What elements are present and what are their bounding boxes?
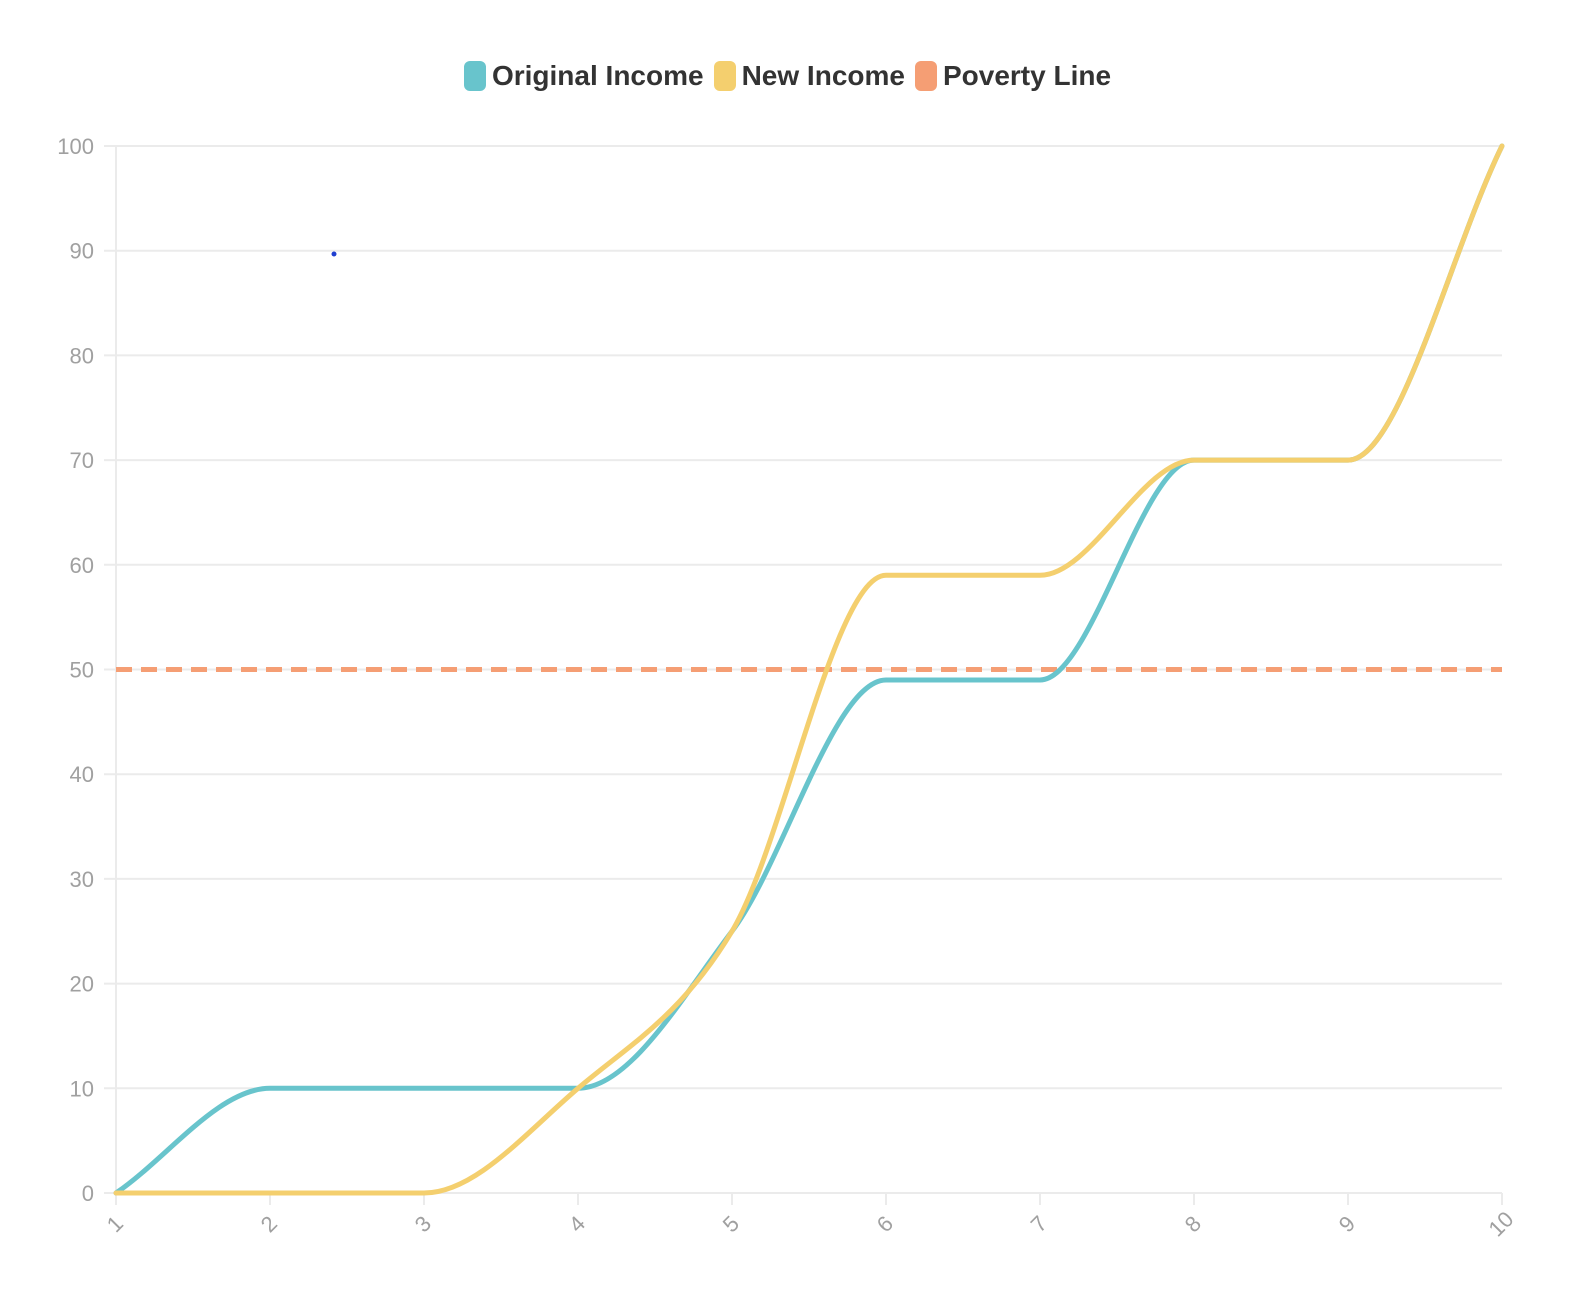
legend-swatch xyxy=(463,61,486,91)
legend: Original Income New Income Poverty Line xyxy=(0,60,1575,92)
x-tick-label: 2 xyxy=(256,1211,282,1237)
new-income-line xyxy=(113,143,1505,1196)
y-tick-label: 0 xyxy=(82,1181,94,1206)
y-tick-label: 50 xyxy=(70,658,94,683)
y-tick-label: 20 xyxy=(70,972,94,997)
y-tick-label: 90 xyxy=(70,239,94,264)
x-tick-label: 8 xyxy=(1180,1211,1206,1237)
legend-item[interactable]: Poverty Line xyxy=(914,60,1112,92)
x-tick-label: 9 xyxy=(1334,1211,1360,1237)
x-tick-label: 4 xyxy=(564,1211,590,1237)
x-tick-label: 5 xyxy=(718,1211,744,1237)
legend-item[interactable]: Original Income xyxy=(463,60,704,92)
x-tick-label: 7 xyxy=(1026,1211,1052,1237)
cursor-dot xyxy=(331,251,337,257)
x-tick-label: 10 xyxy=(1483,1206,1518,1241)
y-tick-label: 100 xyxy=(57,134,94,159)
y-tick-label: 80 xyxy=(70,343,94,368)
legend-label: New Income xyxy=(741,60,905,91)
legend-label: Poverty Line xyxy=(942,60,1112,91)
y-tick-label: 70 xyxy=(70,448,94,473)
x-tick-label: 3 xyxy=(410,1211,436,1237)
y-tick-label: 30 xyxy=(70,867,94,892)
y-tick-label: 60 xyxy=(70,553,94,578)
y-tick-label: 40 xyxy=(70,762,94,787)
legend-item[interactable]: New Income xyxy=(713,60,905,92)
legend-label: Original Income xyxy=(491,60,704,91)
legend-swatch xyxy=(914,61,937,91)
x-tick-label: 6 xyxy=(872,1211,898,1237)
x-tick-label: 1 xyxy=(102,1211,128,1237)
y-tick-label: 10 xyxy=(70,1076,94,1101)
legend-swatch xyxy=(713,61,736,91)
